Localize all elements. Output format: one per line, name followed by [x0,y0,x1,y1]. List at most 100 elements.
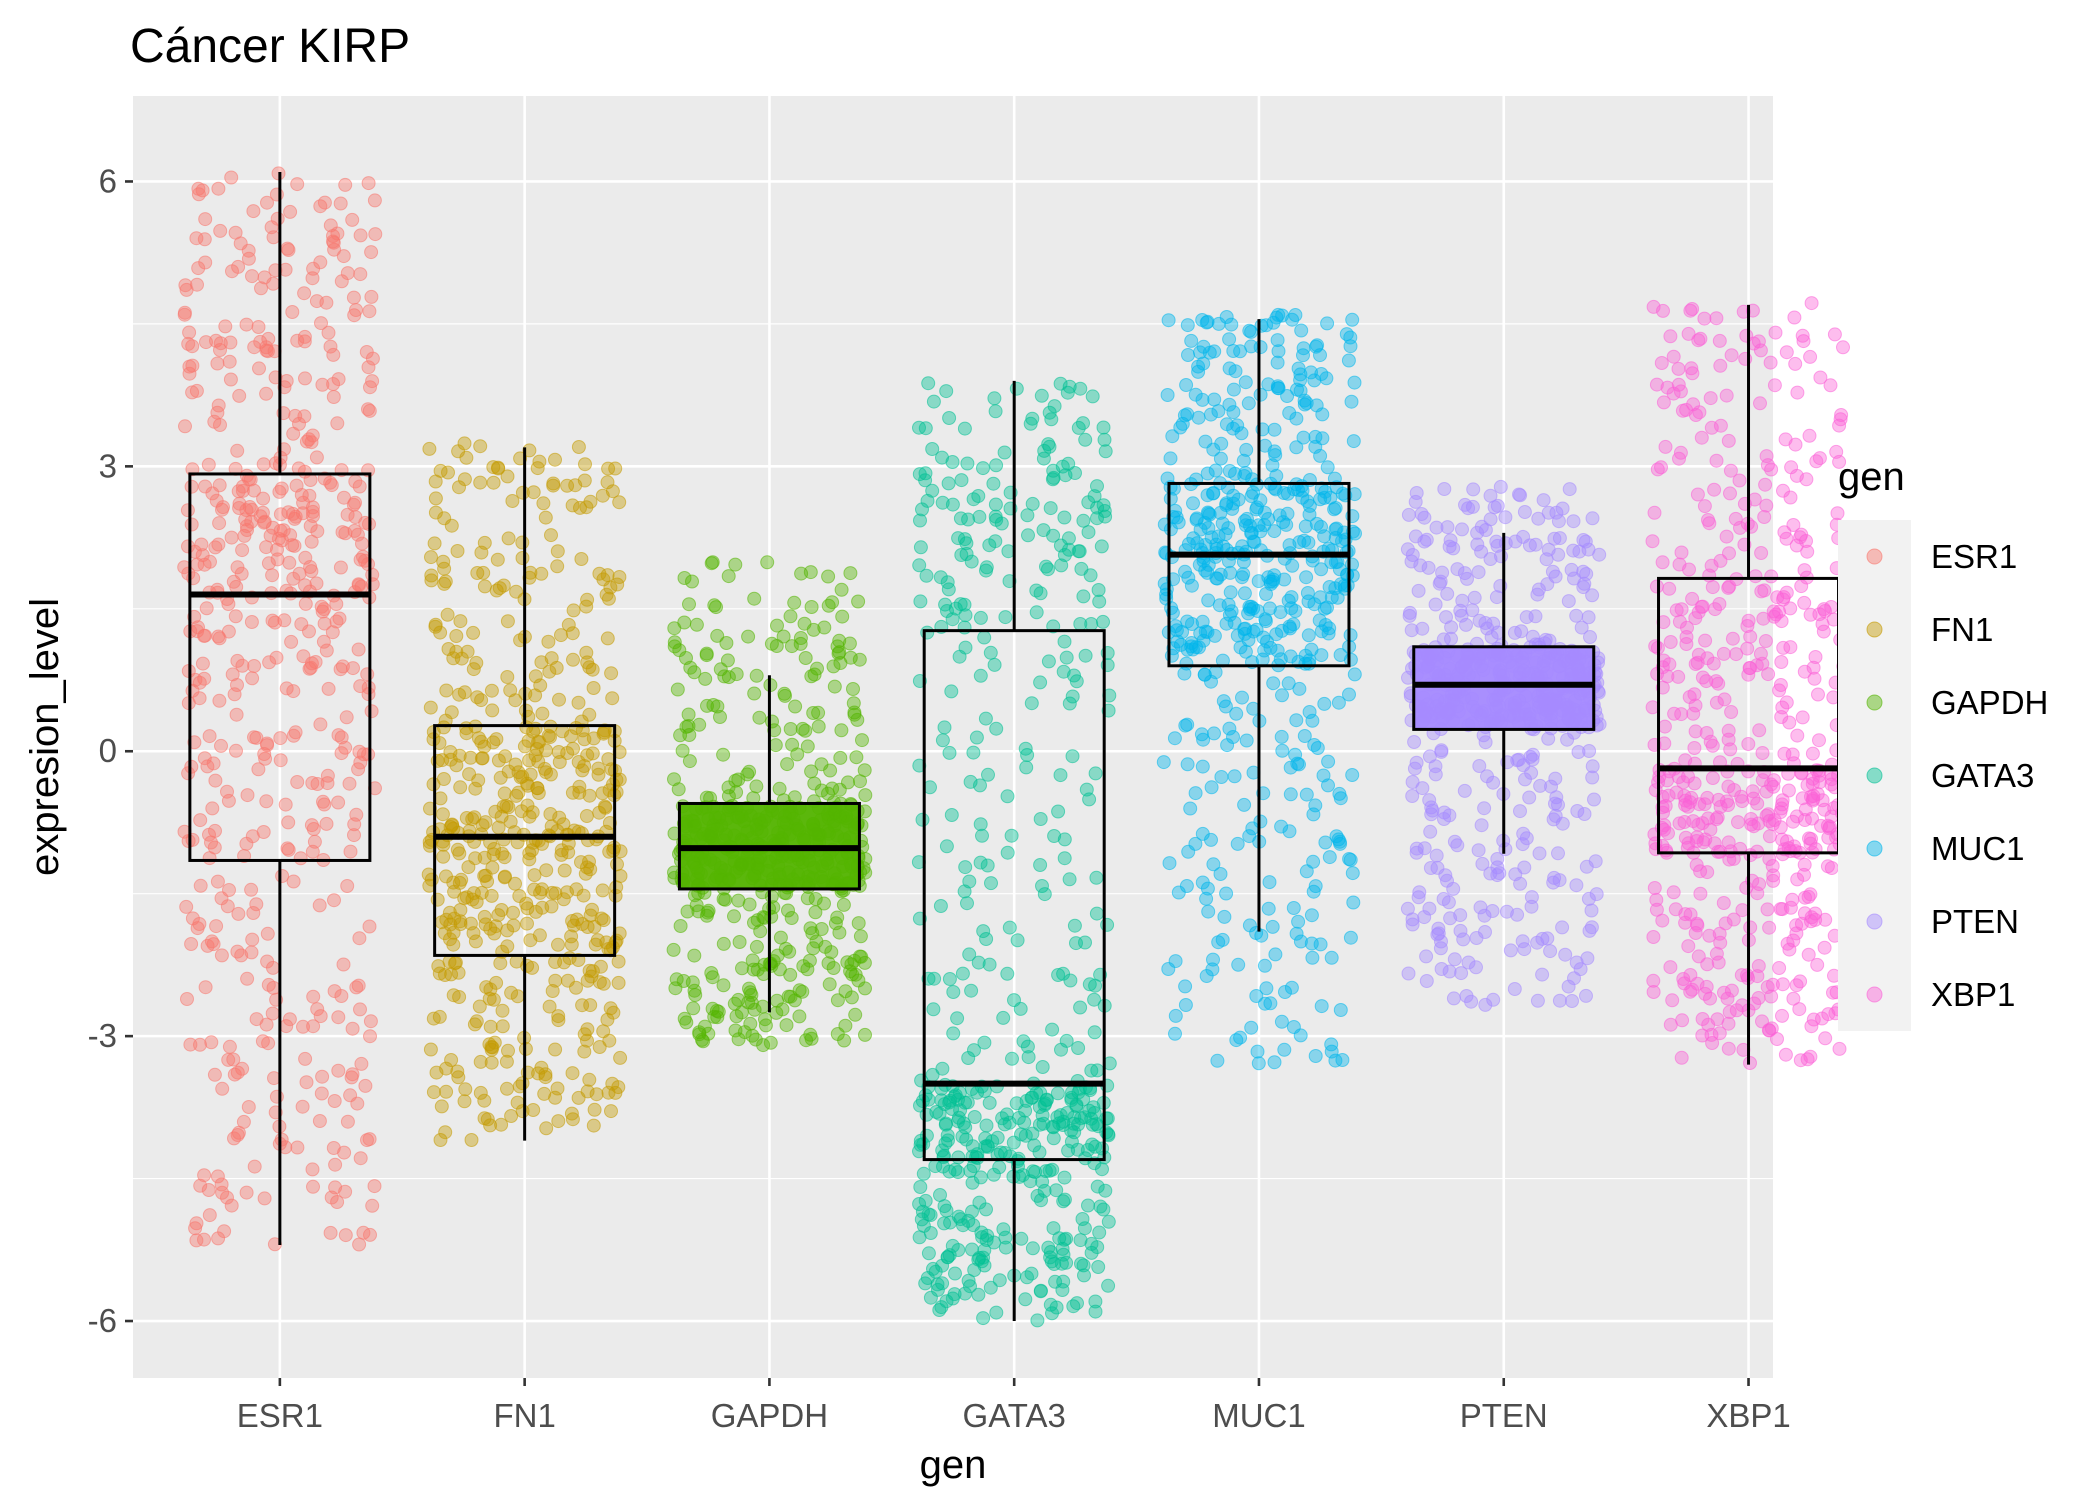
data-point [1566,514,1581,529]
data-point [504,985,519,1000]
data-point [1237,797,1252,812]
data-point [279,1019,294,1034]
data-point [826,659,841,674]
data-point [266,276,281,291]
data-point [313,255,328,270]
data-point [515,1076,530,1091]
data-point [452,990,467,1004]
data-point [992,1160,1007,1175]
data-point [1046,463,1061,478]
data-point [719,636,734,650]
data-point [1318,618,1333,632]
data-point [214,738,228,753]
data-point [468,934,483,949]
data-point [717,669,732,684]
data-point [1160,388,1175,402]
data-point [489,732,504,747]
data-point [327,1094,342,1108]
data-point [1267,524,1282,539]
data-point [543,807,558,821]
data-point [557,863,572,878]
data-point [770,618,784,633]
data-point [1073,381,1088,396]
data-point [354,1056,369,1071]
data-point [985,1134,1000,1149]
data-point [471,773,486,788]
data-point [1666,885,1681,900]
data-point [1663,329,1678,344]
chart-title: Cáncer KIRP [130,20,410,73]
data-point [1067,918,1082,933]
data-point [1681,326,1696,341]
data-point [1077,1268,1091,1283]
data-point [1775,977,1790,992]
data-point [1681,836,1696,851]
data-point [1235,690,1249,705]
data-point [551,937,565,952]
data-point [184,937,199,951]
data-point [428,474,443,489]
data-point [1721,835,1736,850]
data-point [1021,1050,1036,1065]
data-point [976,461,990,476]
data-point [764,958,779,973]
legend-item-xbp1: XBP1 [1838,958,2015,1031]
data-point [1179,378,1194,392]
data-point [814,757,829,772]
data-point [1532,846,1547,861]
data-point [1046,528,1061,543]
data-point [716,747,731,762]
data-point [1655,555,1670,570]
data-point [198,212,213,227]
data-point [1662,657,1677,672]
data-point [347,828,361,843]
data-point [326,390,341,404]
data-point [1444,620,1459,635]
data-point [510,1095,525,1110]
data-point [181,566,196,581]
data-point [279,681,294,696]
data-point [306,822,321,836]
data-point [1587,792,1601,807]
data-point [838,1018,853,1033]
data-point [1302,705,1317,719]
data-point [224,170,239,185]
data-point [948,1266,962,1281]
data-point [1097,432,1112,447]
data-point [1712,1026,1727,1041]
data-point [601,461,616,476]
data-point [1798,890,1812,905]
data-point [232,388,247,403]
data-point [1057,634,1072,649]
data-point [1477,801,1492,816]
data-point [306,509,320,523]
data-point [1046,1120,1061,1135]
data-point [209,919,224,934]
data-point [552,755,567,769]
data-point [1210,1053,1225,1068]
data-point [1786,933,1801,948]
data-point [1528,609,1543,624]
data-point [486,847,501,862]
data-point [960,1095,975,1110]
data-point [941,476,956,491]
data-point [548,1042,563,1057]
data-point [334,274,349,289]
data-point [1059,1033,1074,1048]
data-point [830,993,845,1008]
data-point [330,416,345,431]
data-point [548,452,562,467]
data-point [1308,429,1323,444]
data-point [939,1116,953,1131]
data-point [353,1002,367,1017]
data-point [185,339,200,354]
data-point [1285,312,1300,327]
data-point [274,481,289,496]
data-point [1646,930,1661,944]
data-point [1328,530,1343,545]
data-point [439,1084,454,1099]
data-point [1278,985,1292,999]
data-point [1666,349,1681,364]
data-point [1346,895,1361,910]
data-point [1041,562,1055,577]
